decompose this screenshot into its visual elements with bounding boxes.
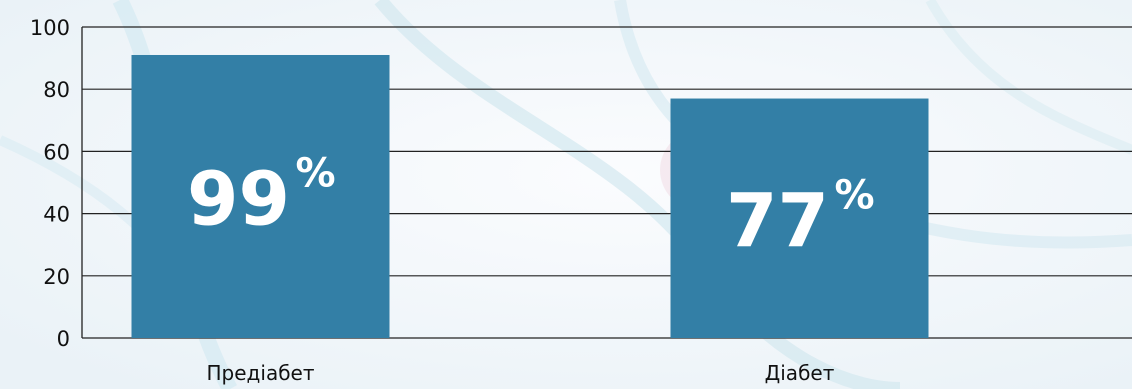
y-tick-label: 40 <box>43 203 70 227</box>
bar-value-label: 99 <box>187 156 290 242</box>
y-tick-label: 0 <box>57 327 70 351</box>
y-tick-label: 60 <box>43 140 70 164</box>
bar-value-unit: % <box>295 150 335 196</box>
x-category-label: Діабет <box>765 361 835 385</box>
x-category-label: Предіабет <box>207 361 315 385</box>
bar <box>131 54 390 339</box>
y-tick-label: 80 <box>43 78 70 102</box>
labels: 0 20 40 60 80 100 99 % Предіабет 77 % Діабет <box>30 16 875 385</box>
bar <box>670 98 929 338</box>
bar-value-unit: % <box>834 172 874 218</box>
bars <box>131 54 929 339</box>
y-tick-label: 20 <box>43 265 70 289</box>
bar-value-label: 77 <box>726 178 829 264</box>
y-tick-label: 100 <box>30 16 70 40</box>
